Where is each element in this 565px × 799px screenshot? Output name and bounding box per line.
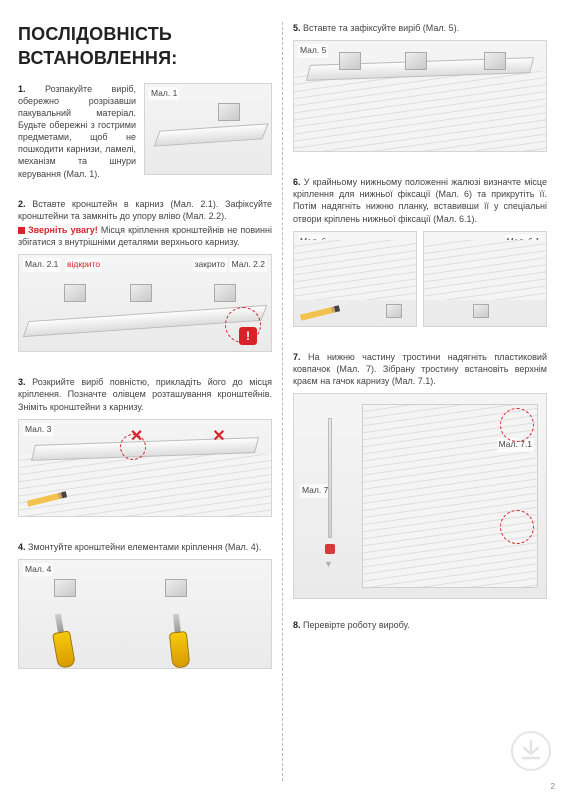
step-4-body: Змонтуйте кронштейни елементами кріпленн… bbox=[28, 542, 261, 552]
step-5-body: Вставте та зафіксуйте виріб (Мал. 5). bbox=[303, 23, 459, 33]
figure-2-closed: закрито bbox=[193, 258, 227, 271]
step-7-body: На нижню частину тростини надягніть плас… bbox=[293, 352, 547, 386]
step-3-num: 3. bbox=[18, 377, 26, 387]
watermark-icon bbox=[511, 731, 551, 771]
step-2-body: Вставте кронштейн в карниз (Мал. 2.1). З… bbox=[18, 199, 272, 221]
warning-badge-icon: ! bbox=[239, 327, 257, 345]
step-6-num: 6. bbox=[293, 177, 301, 187]
figure-3-label: Мал. 3 bbox=[23, 423, 53, 436]
figure-5: Мал. 5 bbox=[293, 40, 547, 152]
figure-4-label: Мал. 4 bbox=[23, 563, 53, 576]
step-5: 5. Вставте та зафіксуйте виріб (Мал. 5).… bbox=[293, 22, 547, 152]
drill-icon bbox=[157, 612, 197, 675]
figure-21-label: Мал. 2.1 bbox=[23, 258, 60, 271]
step-8-body: Перевірте роботу виробу. bbox=[303, 620, 410, 630]
step-8-num: 8. bbox=[293, 620, 301, 630]
figure-22-label: Мал. 2.2 bbox=[230, 258, 267, 271]
step-3-text: 3. Розкрийте виріб повністю, прикладіть … bbox=[18, 376, 272, 412]
figure-2: Мал. 2.1 відкрито закрито Мал. 2.2 ! bbox=[18, 254, 272, 352]
step-8-text: 8. Перевірте роботу виробу. bbox=[293, 619, 547, 631]
figure-7: Мал. 7 Мал. 7.1 ▼ bbox=[293, 393, 547, 599]
drill-icon bbox=[39, 611, 83, 676]
step-2: 2. Вставте кронштейн в карниз (Мал. 2.1)… bbox=[18, 198, 272, 353]
pencil-icon bbox=[300, 305, 340, 320]
figure-3: Мал. 3 ✕ ✕ bbox=[18, 419, 272, 517]
step-5-num: 5. bbox=[293, 23, 301, 33]
step-4-num: 4. bbox=[18, 542, 26, 552]
wand-icon bbox=[328, 418, 332, 538]
figure-4: Мал. 4 bbox=[18, 559, 272, 669]
warning-icon bbox=[18, 227, 25, 234]
step-7-num: 7. bbox=[293, 352, 301, 362]
step-1-text: 1. Розпакуйте виріб, обережно розрізавши… bbox=[18, 83, 136, 180]
figure-2-open: відкрито bbox=[65, 258, 102, 271]
step-1-num: 1. bbox=[18, 84, 26, 94]
step-2-warn-label: Зверніть увагу! bbox=[28, 225, 98, 235]
step-3-body: Розкрийте виріб повністю, прикладіть йог… bbox=[18, 377, 272, 411]
right-column: 5. Вставте та зафіксуйте виріб (Мал. 5).… bbox=[283, 22, 547, 781]
figure-6: Мал. 6 bbox=[293, 231, 417, 327]
step-5-text: 5. Вставте та зафіксуйте виріб (Мал. 5). bbox=[293, 22, 547, 34]
step-8: 8. Перевірте роботу виробу. bbox=[293, 619, 547, 631]
step-6-body: У крайньому нижньому положенні жалюзі ви… bbox=[293, 177, 547, 223]
step-4-text: 4. Змонтуйте кронштейни елементами кріпл… bbox=[18, 541, 272, 553]
page-title: ПОСЛІДОВНІСТЬ ВСТАНОВЛЕННЯ: bbox=[18, 22, 272, 71]
step-1: 1. Розпакуйте виріб, обережно розрізавши… bbox=[18, 83, 272, 180]
page-number: 2 bbox=[551, 782, 555, 793]
left-column: ПОСЛІДОВНІСТЬ ВСТАНОВЛЕННЯ: 1. Розпакуйт… bbox=[18, 22, 282, 781]
figure-6-1: Мал. 6.1 bbox=[423, 231, 547, 327]
step-2-text: 2. Вставте кронштейн в карниз (Мал. 2.1)… bbox=[18, 198, 272, 222]
figure-5-label: Мал. 5 bbox=[298, 44, 328, 57]
step-3: 3. Розкрийте виріб повністю, прикладіть … bbox=[18, 376, 272, 516]
step-6: 6. У крайньому нижньому положенні жалюзі… bbox=[293, 176, 547, 327]
cap-icon bbox=[325, 544, 335, 554]
step-4: 4. Змонтуйте кронштейни елементами кріпл… bbox=[18, 541, 272, 669]
step-7-text: 7. На нижню частину тростини надягніть п… bbox=[293, 351, 547, 387]
arrow-down-icon: ▼ bbox=[324, 558, 333, 570]
step-1-body: Розпакуйте виріб, обережно розрізавши па… bbox=[18, 84, 136, 179]
figure-1-label: Мал. 1 bbox=[149, 87, 179, 100]
step-2-num: 2. bbox=[18, 199, 26, 209]
x-mark-icon: ✕ bbox=[212, 426, 225, 448]
figure-1: Мал. 1 bbox=[144, 83, 272, 175]
step-2-warning: Зверніть увагу! Місця кріплення кронштей… bbox=[18, 224, 272, 248]
step-6-text: 6. У крайньому нижньому положенні жалюзі… bbox=[293, 176, 547, 225]
step-7: 7. На нижню частину тростини надягніть п… bbox=[293, 351, 547, 599]
figure-7-label: Мал. 7 bbox=[300, 484, 330, 497]
page: ПОСЛІДОВНІСТЬ ВСТАНОВЛЕННЯ: 1. Розпакуйт… bbox=[0, 0, 565, 799]
